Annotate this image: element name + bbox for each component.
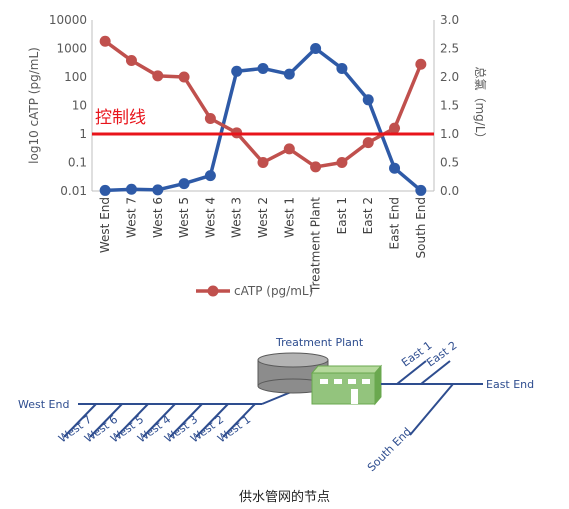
figure-caption: 供水管网的节点 bbox=[238, 490, 330, 505]
x-tick-label: West 7 bbox=[124, 197, 138, 238]
data-point bbox=[389, 162, 401, 174]
legend-label: cATP (pg/mL) bbox=[234, 284, 313, 298]
east-2-pipe bbox=[420, 360, 451, 385]
x-tick-label: West 4 bbox=[203, 197, 217, 238]
x-tick-label: West End bbox=[98, 197, 112, 253]
data-point bbox=[310, 161, 322, 173]
right-tick-label: 0.5 bbox=[440, 156, 459, 170]
west-branch-pipe bbox=[222, 403, 256, 438]
right-tick-label: 1.5 bbox=[440, 99, 459, 113]
data-point bbox=[99, 35, 111, 47]
x-tick-label: South End bbox=[414, 197, 428, 259]
data-point bbox=[415, 184, 427, 196]
left-tick-label: 0.1 bbox=[68, 156, 87, 170]
series-line-1 bbox=[104, 39, 423, 169]
data-point bbox=[178, 178, 190, 190]
right-tick-label: 2.0 bbox=[440, 70, 459, 84]
left-tick-label: 10 bbox=[72, 99, 87, 113]
x-tick-label: East End bbox=[388, 197, 402, 250]
building-window bbox=[362, 379, 370, 384]
right-tick-label: 1.0 bbox=[440, 127, 459, 141]
data-point bbox=[389, 122, 401, 134]
right-tick-label: 2.5 bbox=[440, 42, 459, 56]
control-line-label: 控制线 bbox=[95, 108, 146, 128]
east-1-pipe bbox=[396, 360, 427, 385]
x-tick-label: West 1 bbox=[282, 197, 296, 238]
data-point bbox=[362, 137, 374, 149]
data-point bbox=[257, 157, 269, 168]
south-pipe bbox=[409, 383, 454, 436]
data-point bbox=[204, 170, 216, 182]
west-branch-pipe bbox=[115, 403, 149, 438]
building-door bbox=[351, 389, 358, 404]
left-axis-title: log10 cATP (pg/mL) bbox=[27, 47, 41, 164]
west-branch-pipe bbox=[63, 403, 97, 438]
data-point bbox=[152, 184, 164, 196]
data-point bbox=[125, 183, 137, 195]
data-point bbox=[362, 94, 374, 106]
data-point bbox=[283, 68, 295, 80]
catp-chlorine-chart: 10000 1000 100 10 1 0.1 0.01 3.0 2.5 2.0 1.5 1.0 0.5… bbox=[27, 13, 487, 298]
building-roof bbox=[310, 365, 383, 374]
right-tick-label: 0.0 bbox=[440, 184, 459, 198]
left-tick-label: 1000 bbox=[56, 42, 87, 56]
west-branch-pipe bbox=[89, 403, 123, 438]
legend-marker bbox=[207, 285, 219, 297]
right-tick-label: 3.0 bbox=[440, 13, 459, 27]
building-window bbox=[320, 379, 328, 384]
west-branch-pipe bbox=[169, 403, 203, 438]
building-side bbox=[374, 364, 382, 406]
data-point bbox=[310, 43, 322, 54]
left-tick-label: 10000 bbox=[49, 13, 87, 27]
x-tick-label: West 6 bbox=[151, 197, 165, 238]
plant-label: Treatment Plant bbox=[275, 336, 364, 349]
east-end-label: East End bbox=[486, 378, 534, 391]
data-point bbox=[204, 112, 216, 124]
right-axis-title: 总氯（mg/L） bbox=[473, 66, 487, 144]
x-tick-label: West 5 bbox=[177, 197, 191, 238]
west-end-label: West End bbox=[18, 398, 69, 411]
x-tick-label: East 2 bbox=[361, 197, 375, 234]
west-branch-pipe bbox=[142, 403, 176, 438]
data-point bbox=[178, 71, 190, 83]
south-end-label: South End bbox=[365, 425, 414, 474]
data-point bbox=[257, 62, 269, 74]
x-tick-label: East 1 bbox=[335, 197, 349, 234]
data-point bbox=[125, 54, 137, 66]
data-point bbox=[415, 58, 427, 70]
data-point bbox=[231, 65, 243, 77]
tank-top bbox=[257, 352, 329, 368]
data-point bbox=[283, 143, 295, 155]
left-tick-label: 100 bbox=[64, 70, 87, 84]
x-tick-label: West 2 bbox=[256, 197, 270, 238]
building-window bbox=[334, 379, 342, 384]
x-tick-label: Treatment Plant bbox=[309, 197, 323, 293]
left-tick-label: 1 bbox=[79, 127, 87, 141]
data-point bbox=[99, 184, 111, 196]
west-branch-pipe bbox=[195, 403, 229, 438]
data-point bbox=[336, 157, 348, 168]
x-tick-label: West 3 bbox=[230, 197, 244, 238]
data-point bbox=[336, 62, 348, 74]
left-tick-label: 0.01 bbox=[60, 184, 87, 198]
data-point bbox=[152, 70, 164, 82]
building-window bbox=[348, 379, 356, 384]
building-front bbox=[311, 372, 376, 405]
